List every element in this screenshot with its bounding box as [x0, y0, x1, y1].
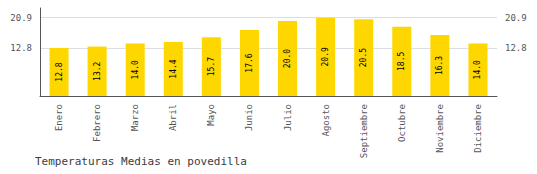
svg-text:20.5: 20.5: [359, 48, 368, 67]
svg-text:18.5: 18.5: [397, 52, 406, 71]
svg-text:13.2: 13.2: [93, 61, 102, 80]
svg-text:20.0: 20.0: [283, 49, 292, 68]
svg-text:15.7: 15.7: [207, 57, 216, 76]
svg-text:20.9: 20.9: [321, 47, 330, 66]
svg-text:12.8: 12.8: [505, 43, 527, 53]
svg-text:Enero: Enero: [54, 104, 64, 131]
svg-text:20.9: 20.9: [505, 13, 527, 23]
svg-text:Abril: Abril: [168, 104, 178, 131]
svg-text:Septiembre: Septiembre: [359, 104, 369, 158]
svg-text:Agosto: Agosto: [321, 104, 331, 137]
svg-text:14.0: 14.0: [131, 60, 140, 79]
svg-text:Mayo: Mayo: [206, 104, 216, 126]
svg-text:12.8: 12.8: [55, 62, 64, 81]
svg-text:14.0: 14.0: [473, 60, 482, 79]
svg-text:Octubre: Octubre: [397, 104, 407, 142]
svg-text:12.8: 12.8: [10, 43, 32, 53]
svg-text:Junio: Junio: [244, 104, 254, 131]
svg-text:14.4: 14.4: [169, 59, 178, 78]
svg-text:17.6: 17.6: [245, 53, 254, 72]
svg-text:Febrero: Febrero: [92, 104, 102, 142]
svg-text:Julio: Julio: [283, 104, 293, 131]
svg-text:Noviembre: Noviembre: [435, 104, 445, 153]
svg-text:Marzo: Marzo: [130, 104, 140, 131]
svg-text:Temperaturas Medias en povedil: Temperaturas Medias en povedilla: [35, 155, 247, 168]
svg-text:20.9: 20.9: [10, 13, 32, 23]
svg-text:Diciembre: Diciembre: [473, 104, 483, 153]
svg-text:16.3: 16.3: [435, 56, 444, 75]
